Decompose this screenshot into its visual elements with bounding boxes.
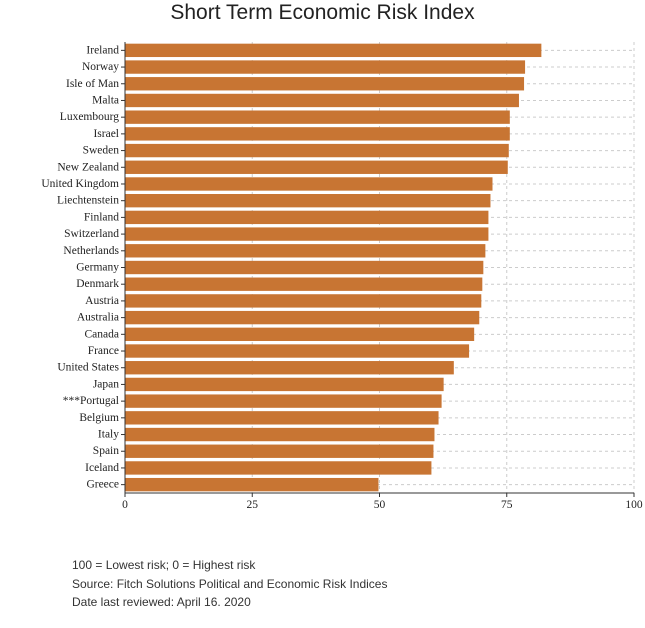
bar-japan <box>125 377 444 392</box>
bar-canada <box>125 327 475 341</box>
chart-title: Short Term Economic Risk Index <box>170 1 475 24</box>
category-label: Netherlands <box>63 245 119 257</box>
category-label: Greece <box>86 479 119 491</box>
bar-france <box>125 344 470 358</box>
bar-austria <box>125 294 482 308</box>
category-label: Norway <box>82 61 119 73</box>
bar-norway <box>125 60 526 74</box>
category-label: Austria <box>85 295 119 307</box>
category-label: Israel <box>93 128 119 140</box>
bar-isle-of-man <box>125 77 525 91</box>
category-label: Italy <box>98 429 119 441</box>
bar-italy <box>125 427 435 442</box>
category-label: Germany <box>76 262 119 274</box>
x-tick-label: 25 <box>247 499 259 511</box>
category-label: United Kingdom <box>41 178 119 190</box>
category-label: New Zealand <box>57 161 119 173</box>
chart-notes: 100 = Lowest risk; 0 = Highest risk Sour… <box>72 556 387 612</box>
category-label: Ireland <box>86 44 119 56</box>
source-note: Source: Fitch Solutions Political and Ec… <box>72 576 388 591</box>
bar-denmark <box>125 277 483 291</box>
x-tick-label: 75 <box>501 499 513 511</box>
bar-luxembourg <box>125 110 510 124</box>
bar-chart: 0 25 50 75 100 Ireland Norway Isle of Man Malta… <box>41 42 643 511</box>
bar-united-states <box>125 361 454 375</box>
bar-australia <box>125 310 480 325</box>
bar-sweden <box>125 143 509 158</box>
category-labels: Ireland Norway Isle of Man Malta Luxembourg I… <box>41 44 119 490</box>
category-label: Japan <box>93 378 119 390</box>
category-label: Belgium <box>79 412 119 424</box>
bar-netherlands <box>125 244 486 258</box>
category-label: Sweden <box>83 145 120 157</box>
category-label: Iceland <box>85 462 119 474</box>
category-label: France <box>88 345 119 357</box>
category-label: Switzerland <box>64 228 119 240</box>
bar-spain <box>125 444 434 458</box>
category-label: Australia <box>77 312 119 324</box>
review-date-note: Date last reviewed: April 16. 2020 <box>72 595 251 609</box>
category-label: Denmark <box>76 278 119 290</box>
category-label: Finland <box>84 211 119 223</box>
bar-new-zealand <box>125 160 508 174</box>
axes: 0 25 50 75 100 <box>121 42 643 511</box>
scale-note: 100 = Lowest risk; 0 = Highest risk <box>72 558 256 572</box>
x-tick-label: 50 <box>374 499 386 511</box>
bar-united-kingdom <box>125 177 493 191</box>
bars <box>125 43 542 492</box>
category-label: Malta <box>92 94 119 106</box>
category-label: Liechtenstein <box>57 195 119 207</box>
x-tick-label: 100 <box>625 499 643 511</box>
category-label: ***Portugal <box>63 395 119 407</box>
category-label: Isle of Man <box>66 78 119 90</box>
x-tick-label: 0 <box>122 499 128 511</box>
bar-malta <box>125 93 519 108</box>
bar-iceland <box>125 461 432 475</box>
bar-portugal <box>125 394 442 408</box>
category-label: Luxembourg <box>60 111 119 123</box>
bar-greece <box>125 477 379 492</box>
category-label: United States <box>57 362 119 374</box>
bar-liechtenstein <box>125 194 491 208</box>
bar-germany <box>125 260 484 275</box>
category-label: Canada <box>85 328 119 340</box>
bar-israel <box>125 127 510 141</box>
bar-belgium <box>125 411 439 425</box>
category-label: Spain <box>93 445 119 457</box>
bar-ireland <box>125 43 542 58</box>
bar-switzerland <box>125 227 489 241</box>
bar-finland <box>125 210 489 225</box>
